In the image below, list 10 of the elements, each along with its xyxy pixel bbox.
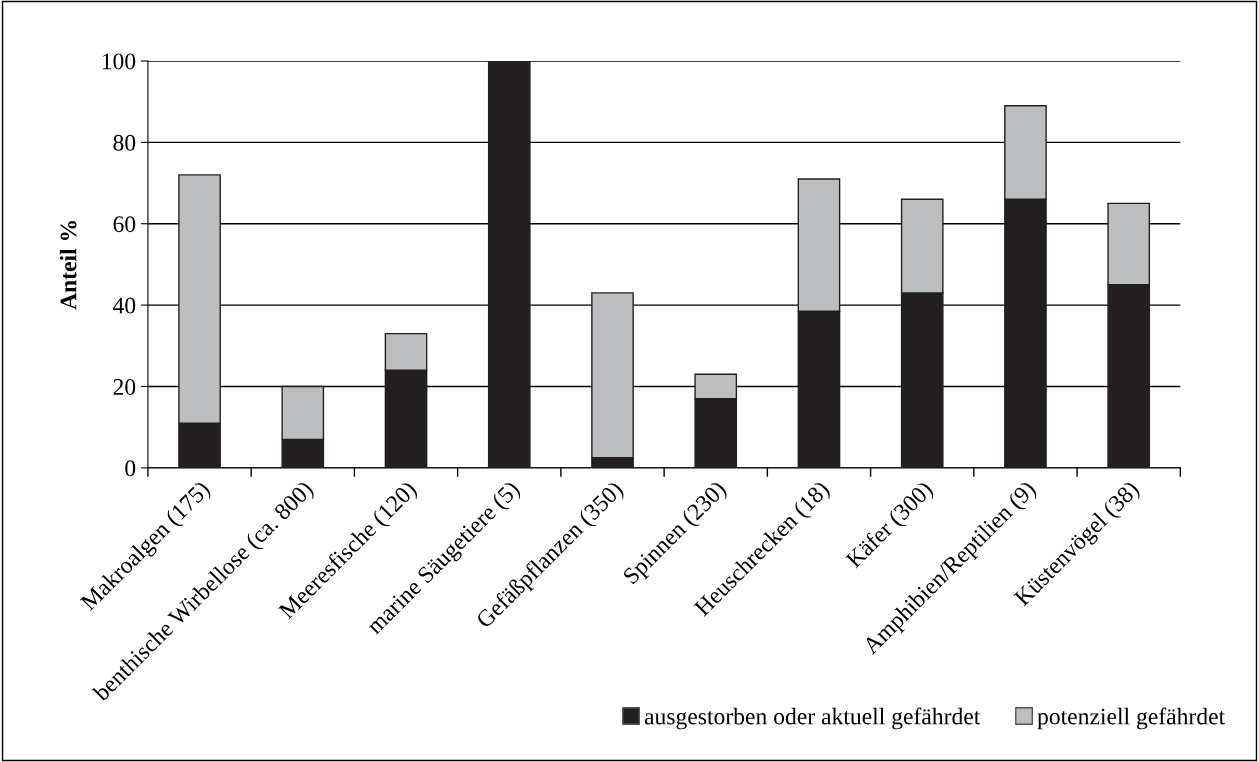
- y-tick-label: 100: [102, 53, 136, 70]
- bar: [487, 60, 531, 468]
- y-tick-label: 0: [125, 460, 136, 477]
- y-tick-label: 80: [113, 134, 136, 151]
- y-tick-label: 40: [112, 297, 136, 314]
- legend-label: ausgestorben oder aktuell gefährdet: [644, 707, 981, 730]
- y-axis-title: Anteil %: [59, 221, 77, 310]
- legend-label: potenziell gefährdet: [1037, 707, 1226, 730]
- y-tick-label: 60: [113, 216, 136, 233]
- y-tick-label: 20: [113, 378, 136, 395]
